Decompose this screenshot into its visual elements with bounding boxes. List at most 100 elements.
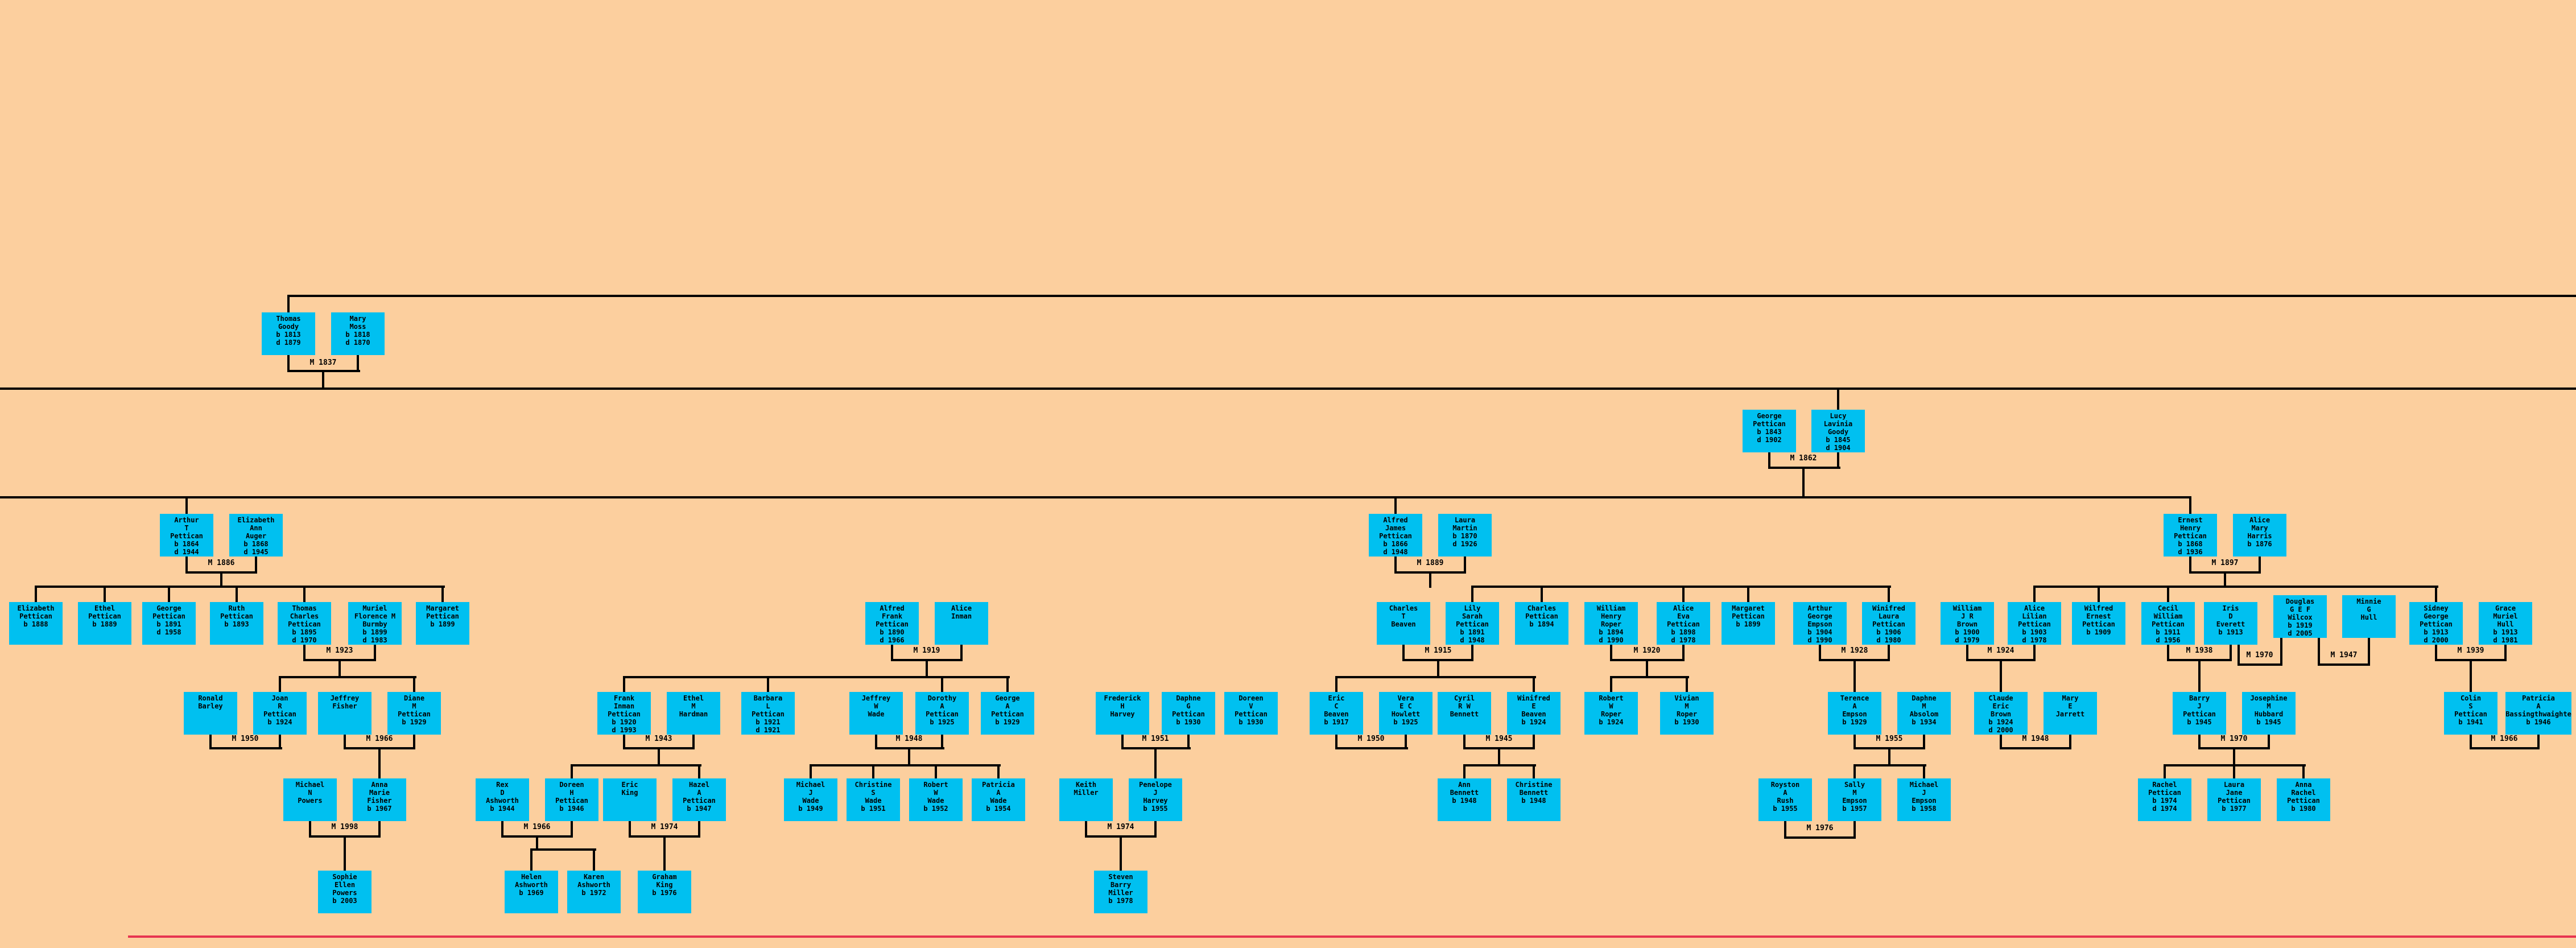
person-box[interactable]: George A Pettican b 1929: [981, 692, 1034, 735]
person-box[interactable]: Ruth Pettican b 1893: [210, 602, 263, 645]
person-box[interactable]: Anna Rachel Pettican b 1980: [2277, 778, 2330, 821]
person-box[interactable]: Margaret Pettican b 1899: [416, 602, 469, 645]
person-name-line: J: [808, 789, 813, 797]
person-box[interactable]: Helen Ashworth b 1969: [505, 871, 558, 913]
person-box[interactable]: Laura Martin b 1870 d 1926: [1438, 514, 1492, 557]
person-box[interactable]: Diane M Pettican b 1929: [387, 692, 441, 735]
person-birth: b 1924: [267, 718, 292, 726]
person-box[interactable]: Barbara L Pettican b 1921 d 1921: [741, 692, 795, 735]
person-box[interactable]: Laura Jane Pettican b 1977: [2207, 778, 2261, 821]
person-box[interactable]: Muriel Florence M Burmby b 1899 d 1983: [348, 602, 402, 645]
marriage-label: M 1955: [1876, 735, 1903, 743]
person-box[interactable]: Cyril R W Bennett: [1438, 692, 1491, 735]
person-box[interactable]: Doreen V Pettican b 1930: [1224, 692, 1278, 735]
person-box[interactable]: Eric King: [603, 778, 657, 821]
person-box[interactable]: Rachel Pettican b 1974 d 1974: [2138, 778, 2191, 821]
person-box[interactable]: Minnie G Hull: [2342, 595, 2396, 638]
person-box[interactable]: Lily Sarah Pettican b 1891 d 1948: [1446, 602, 1499, 645]
person-box[interactable]: Dorothy A Pettican b 1925: [915, 692, 969, 735]
connector-line: [2302, 764, 2305, 780]
person-box[interactable]: Sidney George Pettican b 1913 d 2000: [2409, 602, 2463, 645]
person-box[interactable]: Daphne M Absolom b 1934: [1897, 692, 1951, 735]
person-box[interactable]: Patricia A Wade b 1954: [972, 778, 1025, 821]
person-box[interactable]: Michael J Wade b 1949: [784, 778, 837, 821]
person-box[interactable]: Steven Barry Miller b 1978: [1094, 871, 1147, 913]
person-box[interactable]: Iris D Everett b 1913: [2204, 602, 2257, 645]
person-box[interactable]: Sophie Ellen Powers b 2003: [318, 871, 371, 913]
person-name-line: Thomas: [276, 315, 301, 323]
person-box[interactable]: Ronald Barley: [184, 692, 237, 735]
person-box[interactable]: Margaret Pettican b 1899: [1722, 602, 1775, 645]
person-box[interactable]: Michael J Empson b 1958: [1897, 778, 1951, 821]
person-box[interactable]: Claude Eric Brown b 1924 d 2000: [1974, 692, 2028, 735]
person-box[interactable]: Alfred James Pettican b 1866 d 1948: [1369, 514, 1422, 557]
connector-line: [1085, 820, 1087, 838]
person-box[interactable]: Douglas G E F Wilcox b 1919 d 2005: [2273, 595, 2327, 638]
person-box[interactable]: Arthur T Pettican b 1864 d 1944: [160, 514, 213, 557]
person-box[interactable]: Cecil William Pettican b 1911 d 1956: [2141, 602, 2195, 645]
person-box[interactable]: Anna Marie Fisher b 1967: [353, 778, 406, 821]
person-box[interactable]: Jeffrey Fisher: [318, 692, 371, 735]
person-box[interactable]: Jeffrey W Wade: [849, 692, 903, 735]
person-box[interactable]: Colin S Pettican b 1941: [2444, 692, 2497, 735]
person-box[interactable]: Alice Eva Pettican b 1898 d 1978: [1657, 602, 1710, 645]
person-box[interactable]: Doreen H Pettican b 1946: [545, 778, 598, 821]
person-box[interactable]: Daphne G Pettican b 1930: [1162, 692, 1215, 735]
person-box[interactable]: Robert W Wade b 1952: [909, 778, 963, 821]
person-box[interactable]: Grace Muriel Hull b 1913 d 1981: [2479, 602, 2532, 645]
person-box[interactable]: Alice Mary Harris b 1876: [2233, 514, 2286, 557]
person-box[interactable]: Winifred E Beaven b 1924: [1507, 692, 1561, 735]
person-box[interactable]: Alice Lilian Pettican b 1903 d 1978: [2008, 602, 2061, 645]
person-name-line: Wade: [927, 797, 944, 805]
person-box[interactable]: Winifred Laura Pettican b 1906 d 1980: [1862, 602, 1916, 645]
person-box[interactable]: Patricia A Bassingthwaighte b 1946: [2505, 692, 2571, 735]
person-box[interactable]: Keith Miller: [1059, 778, 1113, 821]
person-box[interactable]: Barry J Pettican b 1945: [2173, 692, 2226, 735]
person-box[interactable]: Alfred Frank Pettican b 1890 d 1966: [865, 602, 919, 645]
person-name-line: E C: [1400, 702, 1412, 710]
person-box[interactable]: George Pettican b 1891 d 1958: [142, 602, 196, 645]
person-box[interactable]: Ethel Pettican b 1889: [78, 602, 131, 645]
connector-line: [1154, 820, 1157, 838]
person-box[interactable]: William Henry Roper b 1894 d 1990: [1584, 602, 1638, 645]
person-box[interactable]: Mary E Jarrett: [2044, 692, 2097, 735]
person-box[interactable]: Christine Bennett b 1948: [1507, 778, 1561, 821]
person-name-line: Pettican: [220, 612, 253, 620]
person-box[interactable]: Vera E C Howlett b 1925: [1379, 692, 1433, 735]
person-box[interactable]: George Pettican b 1843 d 1902: [1743, 410, 1796, 452]
person-box[interactable]: Sally M Empson b 1957: [1828, 778, 1881, 821]
person-box[interactable]: Penelope J Harvey b 1955: [1129, 778, 1182, 821]
person-box[interactable]: Royston A Rush b 1955: [1758, 778, 1812, 821]
person-box[interactable]: Josephine M Hubbard b 1945: [2242, 692, 2296, 735]
person-box[interactable]: Rex D Ashworth b 1944: [476, 778, 529, 821]
person-box[interactable]: Elizabeth Pettican b 1888: [9, 602, 63, 645]
person-name-line: Pettican: [1235, 710, 1268, 718]
person-box[interactable]: Eric C Beaven b 1917: [1310, 692, 1363, 735]
person-box[interactable]: Alice Inman: [935, 602, 988, 645]
person-box[interactable]: Wilfred Ernest Pettican b 1909: [2072, 602, 2125, 645]
person-box[interactable]: Ethel M Hardman: [667, 692, 720, 735]
person-box[interactable]: Vivian M Roper b 1930: [1660, 692, 1714, 735]
person-box[interactable]: Robert W Roper b 1924: [1584, 692, 1638, 735]
person-box[interactable]: Thomas Goody b 1813 d 1879: [262, 312, 315, 355]
person-box[interactable]: Arthur George Empson b 1904 d 1990: [1793, 602, 1847, 645]
person-box[interactable]: Mary Moss b 1818 d 1870: [331, 312, 385, 355]
person-box[interactable]: Karen Ashworth b 1972: [567, 871, 621, 913]
person-name-line: J: [1922, 789, 1926, 797]
person-box[interactable]: Charles Pettican b 1894: [1515, 602, 1568, 645]
person-box[interactable]: Christine S Wade b 1951: [847, 778, 900, 821]
person-box[interactable]: Joan R Pettican b 1924: [253, 692, 307, 735]
person-box[interactable]: Ernest Henry Pettican b 1868 d 1936: [2164, 514, 2217, 557]
person-box[interactable]: Lucy Lavinia Goody b 1845 d 1904: [1811, 410, 1865, 452]
person-box[interactable]: Graham King b 1976: [638, 871, 691, 913]
person-box[interactable]: Frank Inman Pettican b 1920 d 1993: [597, 692, 651, 735]
person-box[interactable]: Thomas Charles Pettican b 1895 d 1970: [278, 602, 331, 645]
person-box[interactable]: William J R Brown b 1900 d 1979: [1941, 602, 1994, 645]
person-box[interactable]: Hazel A Pettican b 1947: [672, 778, 726, 821]
person-box[interactable]: Ann Bennett b 1948: [1438, 778, 1491, 821]
person-box[interactable]: Frederick H Harvey: [1096, 692, 1149, 735]
person-box[interactable]: Elizabeth Ann Auger b 1868 d 1945: [229, 514, 283, 557]
person-box[interactable]: Charles T Beaven: [1377, 602, 1430, 645]
person-box[interactable]: Terence A Empson b 1929: [1828, 692, 1881, 735]
person-box[interactable]: Michael N Powers: [283, 778, 337, 821]
